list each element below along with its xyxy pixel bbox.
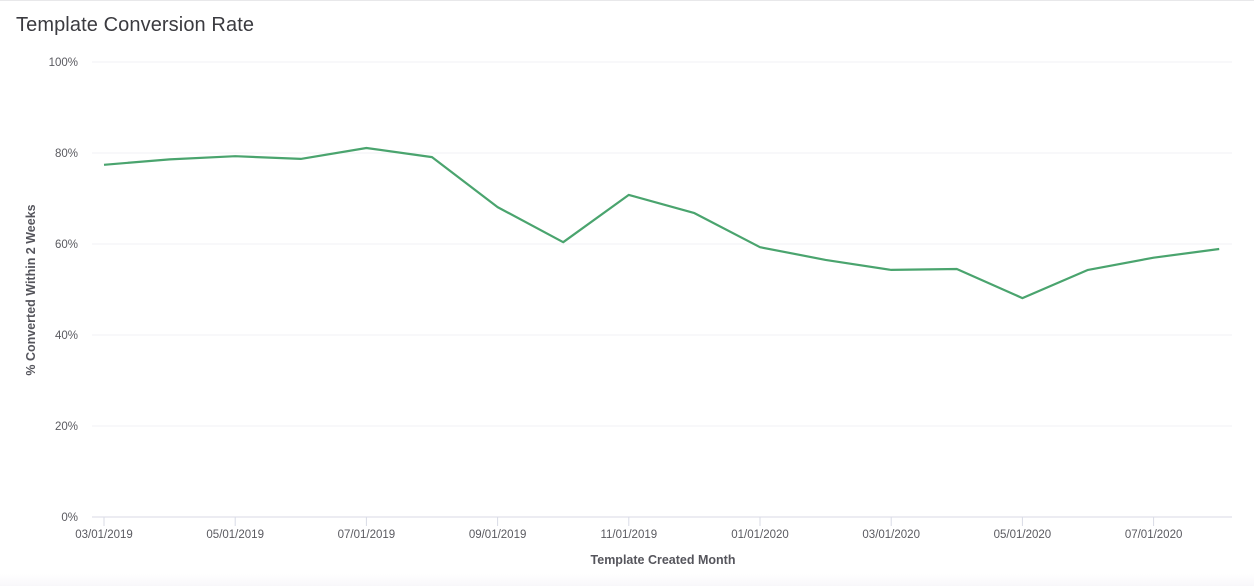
y-axis-ticks: 0% 20% 40% 60% 80% 100% [49,57,78,524]
x-tick-label: 09/01/2019 [469,529,527,541]
x-tick-label: 11/01/2019 [600,529,657,541]
y-axis-title: % Converted Within 2 Weeks [24,204,38,375]
y-tick-label: 40% [55,330,78,342]
x-tick-label: 07/01/2019 [338,529,396,541]
x-tick-label: 05/01/2020 [994,529,1052,541]
x-tick-label: 07/01/2020 [1125,529,1183,541]
gridlines [92,61,1232,518]
x-tick-label: 01/01/2020 [731,529,789,541]
y-tick-label: 0% [61,512,78,524]
chart-title: Template Conversion Rate [16,14,255,36]
y-tick-label: 80% [55,148,78,160]
y-tick-label: 100% [49,57,78,69]
x-tick-label: 05/01/2019 [206,529,264,541]
x-tick-label: 03/01/2020 [862,529,920,541]
y-tick-label: 60% [55,239,78,251]
bottom-fade [0,574,1254,586]
x-axis-title: Template Created Month [591,553,736,567]
x-tick-label: 03/01/2019 [75,529,133,541]
top-border [0,0,1254,1]
x-axis-ticks: 03/01/2019 05/01/2019 07/01/2019 09/01/2019… [75,517,1182,541]
conversion-rate-line[interactable] [103,146,1220,300]
y-tick-label: 20% [55,421,78,433]
